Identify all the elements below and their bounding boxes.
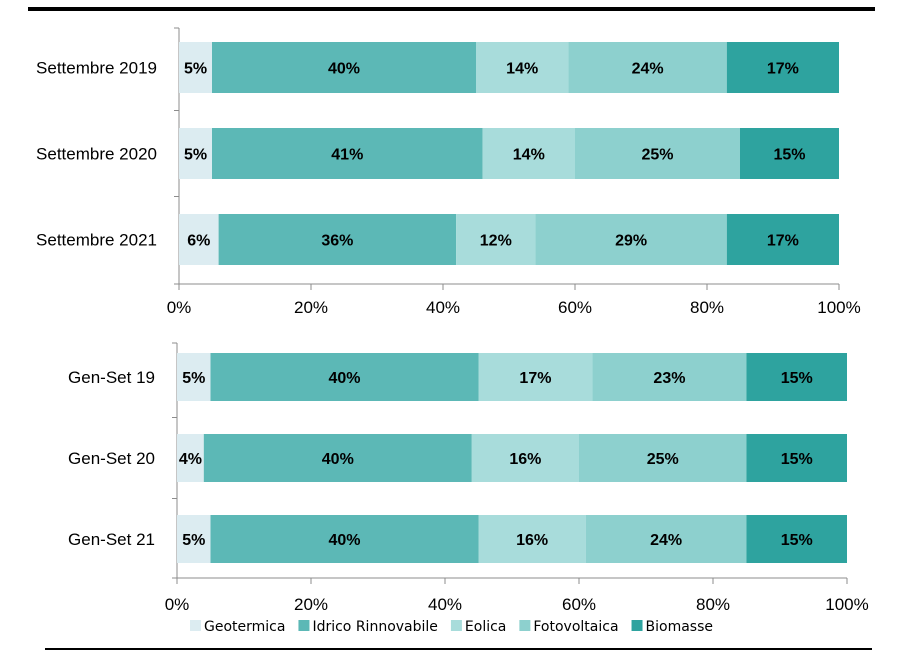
bar-segment-eolica (456, 214, 536, 265)
bar-segment-fotovoltaica (592, 353, 747, 401)
bar-segment-geotermica (179, 214, 219, 265)
legend-swatch-idrico-rinnovabile (298, 620, 310, 631)
legend-swatch-fotovoltaica (519, 620, 531, 631)
legend-swatch-geotermica (190, 620, 201, 631)
x-tick-label: 100% (825, 595, 868, 614)
bar-segment-fotovoltaica (535, 214, 727, 265)
data-label: 24% (632, 61, 664, 78)
data-label: 16% (516, 532, 548, 549)
data-label: 15% (781, 532, 813, 549)
bar-segment-eolica (471, 434, 579, 482)
bar-segment-biomasse (746, 515, 847, 563)
bar-segment-idrico-rinnovabile (203, 434, 472, 482)
bar-segment-eolica (482, 128, 575, 179)
data-label: 17% (767, 61, 799, 78)
data-label: 4% (179, 451, 202, 468)
data-label: 5% (182, 370, 205, 387)
bar-segment-geotermica (179, 42, 212, 93)
bar-segment-idrico-rinnovabile (212, 42, 476, 93)
legend-swatch-biomasse (631, 620, 643, 631)
legend-label: Biomasse (646, 619, 713, 635)
data-label: 40% (328, 61, 360, 78)
data-label: 40% (328, 532, 360, 549)
data-label: 40% (328, 370, 360, 387)
bar-segment-biomasse (746, 353, 847, 401)
data-label: 16% (509, 451, 541, 468)
bar-segment-biomasse (726, 42, 839, 93)
cumulative-stacked-bar-chart: 0% 20% 40% 60% 80% 100% Gen-Set 19 5% 40% 17% 23% 1… (68, 342, 869, 614)
chart-legend: Geotermica Idrico Rinnovabile Eolica Fotovo… (190, 619, 713, 635)
data-label: 23% (653, 370, 685, 387)
bar-segment-biomasse (740, 128, 839, 179)
bar-segment-idrico-rinnovabile (210, 515, 479, 563)
category-label: Settembre 2019 (36, 59, 157, 78)
bar-segment-geotermica (177, 353, 211, 401)
x-tick-label: 20% (294, 595, 328, 614)
bar-segment-idrico-rinnovabile (210, 353, 479, 401)
data-label: 24% (650, 532, 682, 549)
category-label: Settembre 2020 (36, 145, 157, 164)
data-label: 25% (647, 451, 679, 468)
x-tick-label: 0% (165, 595, 190, 614)
x-tick-label: 60% (562, 595, 596, 614)
monthly-stacked-bar-chart: 0% 20% 40% 60% 80% 100% Settembre 2019 5% 40% 14%… (36, 27, 861, 317)
data-label: 6% (187, 233, 210, 250)
bar-segment-fotovoltaica (579, 434, 747, 482)
x-tick-label: 0% (167, 298, 192, 317)
bar-segment-geotermica (177, 434, 204, 482)
x-tick-label: 100% (817, 298, 860, 317)
legend-label: Geotermica (204, 619, 285, 635)
data-label: 17% (519, 370, 551, 387)
legend-swatch-eolica (450, 620, 462, 631)
bar-segment-fotovoltaica (585, 515, 747, 563)
data-label: 41% (331, 147, 363, 164)
bar-segment-eolica (478, 353, 593, 401)
legend-label: Idrico Rinnovabile (312, 619, 437, 635)
x-tick-label: 40% (428, 595, 462, 614)
x-tick-label: 80% (690, 298, 724, 317)
bar-segment-fotovoltaica (568, 42, 727, 93)
bar-segment-biomasse (726, 214, 839, 265)
bar-segment-geotermica (177, 515, 211, 563)
data-label: 29% (615, 233, 647, 250)
data-label: 15% (781, 370, 813, 387)
data-label: 25% (641, 147, 673, 164)
data-label: 15% (773, 147, 805, 164)
legend-label: Fotovoltaica (533, 619, 618, 635)
data-label: 14% (513, 147, 545, 164)
category-label: Settembre 2021 (36, 231, 157, 250)
data-label: 14% (506, 61, 538, 78)
data-label: 12% (480, 233, 512, 250)
bar-segment-geotermica (179, 128, 212, 179)
x-tick-label: 80% (696, 595, 730, 614)
data-label: 36% (321, 233, 353, 250)
bar-segment-fotovoltaica (575, 128, 740, 179)
category-label: Gen-Set 19 (68, 368, 155, 387)
bar-segment-biomasse (746, 434, 847, 482)
data-label: 5% (182, 532, 205, 549)
category-label: Gen-Set 20 (68, 449, 155, 468)
bar-segment-eolica (476, 42, 569, 93)
category-label: Gen-Set 21 (68, 530, 155, 549)
bar-segment-idrico-rinnovabile (212, 128, 483, 179)
data-label: 5% (184, 147, 207, 164)
data-label: 17% (767, 233, 799, 250)
x-tick-label: 20% (294, 298, 328, 317)
x-tick-label: 60% (558, 298, 592, 317)
x-tick-label: 40% (426, 298, 460, 317)
data-label: 15% (781, 451, 813, 468)
data-label: 40% (322, 451, 354, 468)
data-label: 5% (184, 61, 207, 78)
bar-segment-idrico-rinnovabile (218, 214, 457, 265)
bar-segment-eolica (478, 515, 586, 563)
legend-label: Eolica (465, 619, 506, 635)
